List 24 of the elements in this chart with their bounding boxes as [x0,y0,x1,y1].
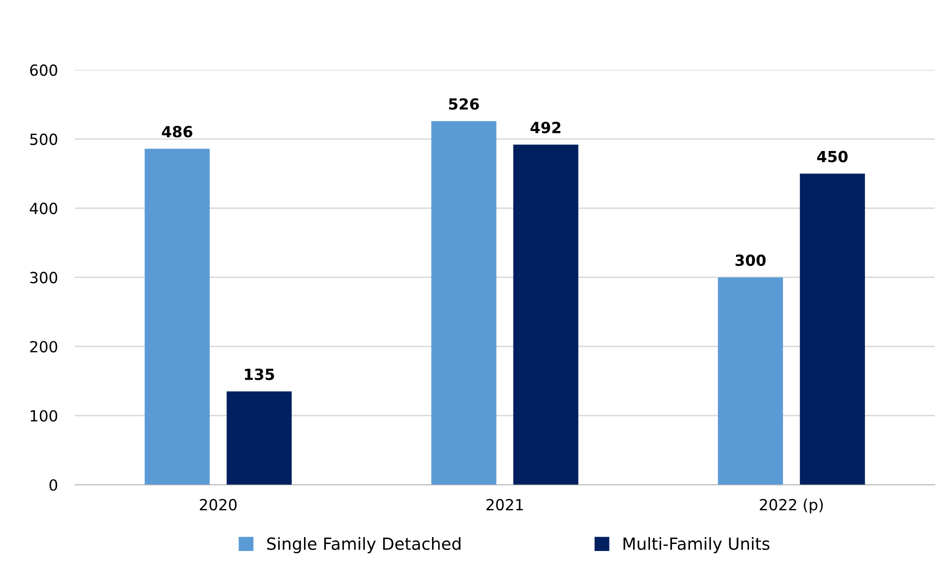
data-label: 486 [162,126,192,138]
data-label: 135 [244,368,274,380]
y-tick-label: 0 [50,479,58,491]
legend-label: Multi-Family Units [624,537,770,554]
bar [431,121,496,485]
y-tick-label: 400 [30,202,58,214]
data-label: 492 [530,122,560,134]
y-tick-label: 600 [30,64,58,76]
bar [718,277,783,485]
x-tick-label: 2022 (p) [760,498,823,514]
bar [144,148,210,485]
bar [226,391,292,485]
bar [513,144,578,485]
legend-label: Single Family Detached [267,537,460,554]
x-tick-label: 2021 [486,498,523,510]
x-tick-label: 2020 [200,498,237,510]
data-label: 526 [449,98,479,110]
bar [800,174,865,485]
y-tick-label: 100 [30,410,58,422]
y-tick-label: 200 [30,340,58,352]
y-tick-label: 300 [30,272,58,284]
data-label: 450 [817,150,848,162]
data-label: 300 [736,254,766,266]
y-tick-label: 500 [30,134,58,146]
